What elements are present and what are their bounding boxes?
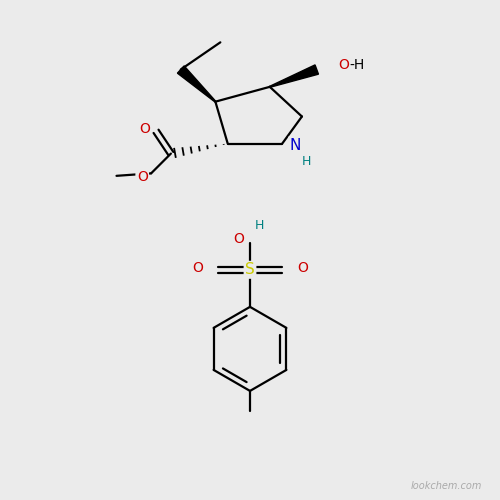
Text: O: O — [192, 262, 203, 276]
Text: O: O — [233, 232, 244, 245]
Text: O: O — [338, 58, 349, 71]
Text: H: H — [255, 218, 264, 232]
Text: -H: -H — [349, 58, 364, 71]
Text: O: O — [297, 262, 308, 276]
Text: S: S — [245, 262, 255, 278]
Text: lookchem.com: lookchem.com — [411, 482, 482, 492]
Text: H: H — [302, 155, 312, 168]
Polygon shape — [270, 65, 318, 88]
Text: N: N — [290, 138, 301, 152]
Polygon shape — [178, 66, 216, 102]
Text: O: O — [140, 122, 150, 136]
Text: O: O — [137, 170, 147, 184]
